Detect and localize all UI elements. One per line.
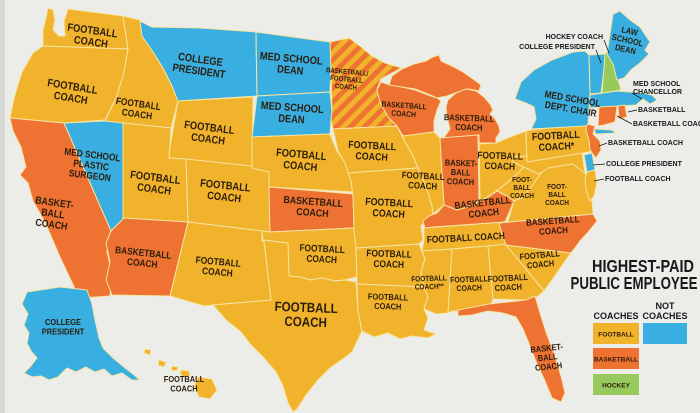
svg-text:COACH: COACH [408, 180, 437, 192]
svg-text:COACH: COACH [73, 35, 108, 51]
svg-text:COACH: COACH [306, 253, 337, 265]
svg-text:COACH: COACH [510, 193, 534, 201]
svg-text:BASKET-: BASKET- [445, 158, 478, 169]
svg-text:HIGHEST-PAID: HIGHEST-PAID [592, 256, 694, 276]
svg-text:HOCKEY: HOCKEY [602, 383, 630, 390]
svg-text:COACH: COACH [190, 132, 225, 148]
svg-text:MED SCHOOL: MED SCHOOL [259, 51, 323, 68]
svg-text:BASKETBALL: BASKETBALL [381, 99, 427, 112]
svg-text:FOOTBALL: FOOTBALL [366, 248, 412, 260]
svg-text:FOOTBALL: FOOTBALL [365, 196, 414, 210]
svg-text:COACH: COACH [535, 361, 563, 373]
svg-text:FOOTBALL: FOOTBALL [487, 272, 528, 284]
svg-text:COACH: COACH [284, 314, 327, 330]
svg-text:COACH: COACH [447, 177, 475, 188]
svg-text:COACH: COACH [374, 301, 402, 312]
svg-text:PRESIDENT: PRESIDENT [42, 327, 85, 337]
svg-text:COACH: COACH [456, 283, 482, 294]
svg-text:FOOTBALL: FOOTBALL [450, 274, 489, 285]
svg-text:DEAN: DEAN [278, 113, 305, 127]
svg-text:COACH**: COACH** [415, 283, 444, 292]
svg-text:FOOTBALL: FOOTBALL [598, 332, 633, 339]
svg-text:SURGEON: SURGEON [68, 168, 111, 184]
svg-text:COACH: COACH [373, 258, 404, 270]
svg-text:HOCKEY COACH: HOCKEY COACH [546, 34, 603, 41]
svg-text:COACH: COACH [545, 200, 569, 208]
svg-text:COACH: COACH [136, 182, 171, 198]
svg-text:DEAN: DEAN [614, 42, 637, 56]
svg-text:BASKETBALL: BASKETBALL [526, 214, 580, 228]
svg-text:FOOTBALL COACH: FOOTBALL COACH [605, 176, 671, 183]
svg-text:FOOTBALL: FOOTBALL [276, 147, 327, 163]
svg-text:COLLEGE PRESIDENT: COLLEGE PRESIDENT [606, 161, 683, 168]
svg-text:COACH: COACH [170, 384, 197, 394]
svg-text:COLLEGE: COLLEGE [45, 317, 81, 327]
svg-text:COLLEGE PRESIDENT: COLLEGE PRESIDENT [519, 44, 596, 51]
svg-text:BASKETBALL COACH: BASKETBALL COACH [633, 121, 700, 128]
svg-text:COACH: COACH [455, 122, 483, 133]
svg-text:COACH: COACH [35, 217, 69, 233]
svg-text:COACHES: COACHES [593, 311, 638, 321]
svg-text:BASKET-: BASKET- [530, 342, 564, 355]
svg-text:CHANCELLOR: CHANCELLOR [633, 89, 682, 96]
svg-text:FOOTBALL: FOOTBALL [532, 129, 581, 143]
svg-text:FOOTBALL: FOOTBALL [348, 139, 397, 153]
svg-text:BALL: BALL [548, 192, 566, 200]
svg-text:FOOTBALL: FOOTBALL [411, 275, 447, 284]
svg-text:FOOTBALL: FOOTBALL [164, 374, 204, 384]
svg-text:BASKETBALL: BASKETBALL [444, 113, 495, 124]
svg-text:BASKETBALL COACH: BASKETBALL COACH [608, 140, 683, 147]
svg-text:COACH: COACH [334, 83, 357, 92]
svg-text:COACHES: COACHES [642, 311, 687, 321]
svg-text:BALL: BALL [537, 352, 558, 364]
svg-text:COACH: COACH [527, 259, 555, 271]
svg-text:FOOTBALL: FOOTBALL [330, 75, 363, 85]
svg-text:MED SCHOOL: MED SCHOOL [633, 81, 681, 88]
svg-text:FOOTBALL: FOOTBALL [477, 150, 523, 162]
svg-text:FOOTBALL: FOOTBALL [299, 242, 345, 255]
svg-text:COACH: COACH [296, 206, 329, 220]
svg-text:FOOT-: FOOT- [512, 177, 532, 185]
svg-text:FOOTBALL: FOOTBALL [519, 249, 560, 262]
svg-text:PUBLIC EMPLOYEE: PUBLIC EMPLOYEE [571, 273, 698, 293]
svg-text:FOOTBALL: FOOTBALL [368, 292, 409, 303]
svg-text:COACH: COACH [539, 224, 569, 237]
svg-text:COACH: COACH [283, 160, 318, 175]
svg-text:COACH: COACH [355, 151, 388, 164]
svg-text:COACH: COACH [53, 90, 88, 107]
svg-text:COACH: COACH [391, 108, 416, 119]
svg-text:BASKETBALL/: BASKETBALL/ [326, 67, 369, 78]
svg-text:MED SCHOOL: MED SCHOOL [260, 100, 324, 116]
svg-text:COACH: COACH [495, 282, 523, 293]
svg-text:FOOTBALL: FOOTBALL [200, 178, 251, 195]
svg-text:BASKETBALL: BASKETBALL [594, 357, 638, 364]
svg-text:COACH: COACH [126, 256, 158, 270]
svg-text:COACH: COACH [372, 208, 405, 221]
svg-text:BALL: BALL [513, 185, 531, 193]
svg-text:BALL: BALL [451, 167, 471, 177]
svg-text:FOOT-: FOOT- [547, 184, 567, 192]
svg-text:BASKET-: BASKET- [34, 195, 74, 212]
svg-text:NOT: NOT [656, 301, 676, 311]
svg-text:COACH*: COACH* [538, 140, 575, 154]
svg-text:LAW: LAW [620, 25, 639, 38]
svg-text:COACH: COACH [207, 190, 242, 205]
svg-text:FOOTBALL: FOOTBALL [401, 169, 444, 182]
svg-text:FOOTBALL COACH: FOOTBALL COACH [427, 230, 506, 245]
svg-text:BALL: BALL [40, 207, 65, 222]
svg-text:COACH: COACH [202, 265, 233, 278]
svg-text:FOOTBALL: FOOTBALL [274, 299, 338, 316]
svg-text:PLASTIC: PLASTIC [73, 158, 110, 173]
svg-text:COACH: COACH [121, 107, 153, 122]
svg-text:BASKETBALL: BASKETBALL [638, 107, 686, 114]
svg-text:COACH: COACH [468, 206, 500, 220]
svg-text:FOOTBALL: FOOTBALL [195, 254, 242, 269]
svg-text:COACH: COACH [484, 160, 515, 172]
svg-text:DEAN: DEAN [277, 64, 304, 78]
svg-text:BASKETBALL: BASKETBALL [283, 194, 343, 210]
